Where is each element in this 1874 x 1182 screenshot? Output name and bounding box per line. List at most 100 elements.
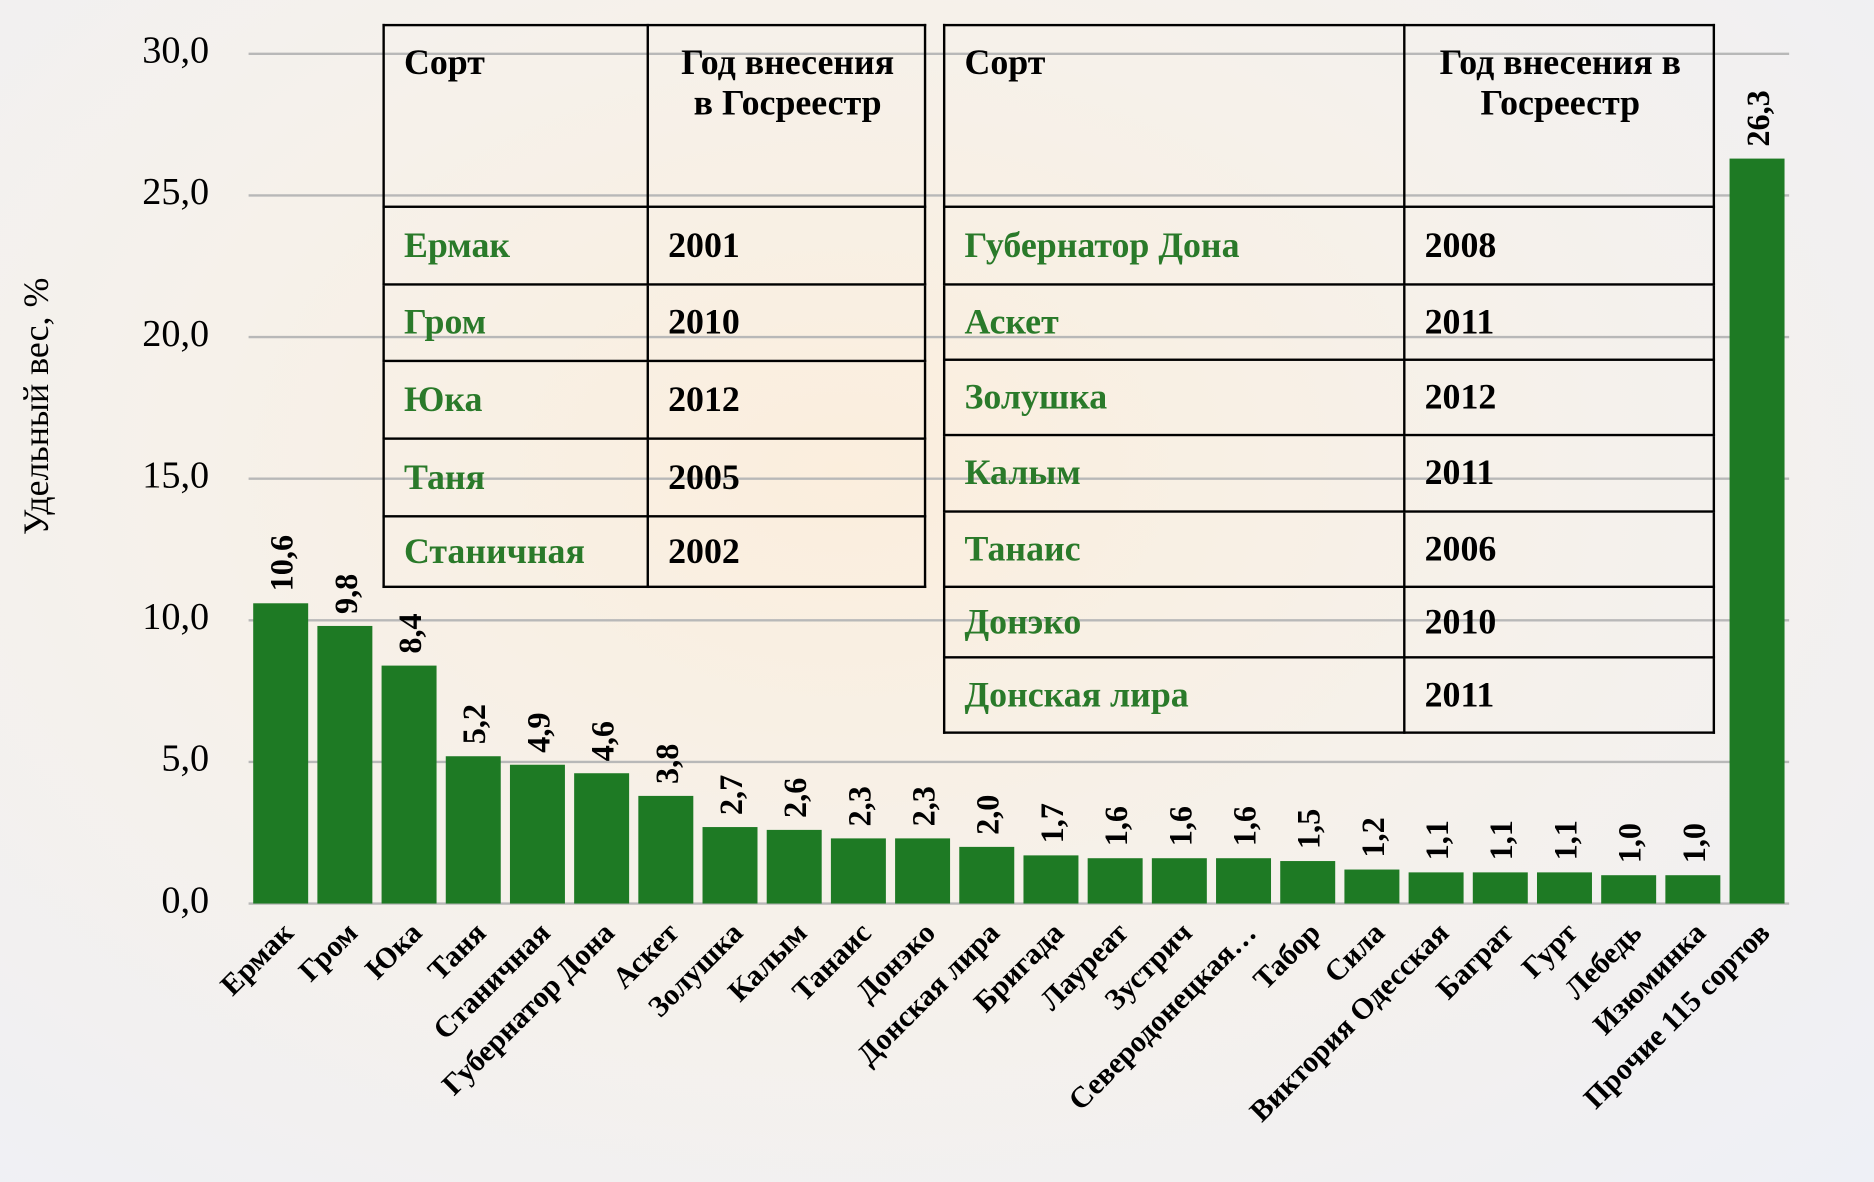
table-cell: Сорт xyxy=(382,23,649,208)
table-row: Донская лира 2011 xyxy=(942,656,1716,734)
bar xyxy=(1344,869,1400,904)
table-cell: 2008 xyxy=(1403,205,1716,286)
value-label: 1,1 xyxy=(1419,820,1455,860)
table-cell: Аскет xyxy=(942,283,1406,361)
table-cell: 2002 xyxy=(646,515,927,589)
bar xyxy=(702,827,758,904)
table-cell: Донская лира xyxy=(942,656,1406,734)
value-label: 1,6 xyxy=(1098,806,1134,846)
bar xyxy=(1408,872,1464,904)
table-row: Гром 2010 xyxy=(382,283,927,363)
bar xyxy=(381,665,437,904)
bar xyxy=(638,795,694,904)
value-label: 3,8 xyxy=(649,744,685,784)
table-row: Золушка 2012 xyxy=(942,358,1716,437)
table-row: Ермак 2001 xyxy=(382,205,927,286)
y-tick-label: 10,0 xyxy=(142,596,209,638)
bar xyxy=(574,773,630,904)
value-label: 1,7 xyxy=(1034,803,1070,843)
bar xyxy=(830,838,886,904)
value-label: 2,0 xyxy=(970,795,1006,835)
value-label: 1,2 xyxy=(1355,817,1391,857)
value-label: 2,3 xyxy=(841,786,877,826)
table-cell: 2012 xyxy=(646,359,927,440)
table-row: Танаис 2006 xyxy=(942,510,1716,589)
y-tick-label: 30,0 xyxy=(142,30,209,72)
table-cell: 2011 xyxy=(1403,433,1716,513)
bar xyxy=(1151,858,1207,904)
value-label: 10,6 xyxy=(264,535,300,591)
table-header: Сорт Год внесения в Госреестр xyxy=(942,23,1716,208)
table-cell: Гром xyxy=(382,283,649,363)
table-cell: Губернатор Дона xyxy=(942,205,1406,286)
value-label: 1,1 xyxy=(1547,820,1583,860)
bar xyxy=(1601,875,1657,904)
table-cell: 2010 xyxy=(646,283,927,363)
value-label: 2,7 xyxy=(713,775,749,815)
bar xyxy=(1280,861,1336,904)
bar xyxy=(766,829,822,904)
bar xyxy=(1023,855,1079,904)
x-tick-label: Гром xyxy=(292,916,364,988)
table-cell: Сорт xyxy=(942,23,1406,208)
bar xyxy=(317,625,373,904)
table-cell: Донэко xyxy=(942,585,1406,659)
value-label: 1,0 xyxy=(1676,823,1712,863)
table-cell: 2011 xyxy=(1403,283,1716,361)
y-tick-label: 15,0 xyxy=(142,454,209,496)
value-label: 26,3 xyxy=(1740,90,1776,146)
table-cell: Калым xyxy=(942,433,1406,513)
table-cell: Юка xyxy=(382,359,649,440)
y-axis-label: Удельный вес, % xyxy=(16,278,56,535)
table-row: Губернатор Дона 2008 xyxy=(942,205,1716,286)
table-cell: 2005 xyxy=(646,437,927,518)
value-label: 1,0 xyxy=(1612,823,1648,863)
x-tick-label: Табор xyxy=(1247,916,1327,996)
table-cell: Год внесения в Госреестр xyxy=(1403,23,1716,208)
y-tick-label: 0,0 xyxy=(161,879,209,921)
value-label: 2,6 xyxy=(777,778,813,818)
table-cell: Золушка xyxy=(942,358,1406,437)
value-label: 2,3 xyxy=(906,786,942,826)
table-cell: Станичная xyxy=(382,515,649,589)
bar xyxy=(445,756,501,904)
table-row: Таня 2005 xyxy=(382,437,927,518)
table-row: Калым 2011 xyxy=(942,433,1716,513)
table-row: Юка 2012 xyxy=(382,359,927,440)
bar xyxy=(1472,872,1528,904)
bar xyxy=(959,846,1015,904)
x-tick-label: Ермак xyxy=(214,916,300,1002)
table-row: Станичная 2002 xyxy=(382,515,927,589)
table-cell: Танаис xyxy=(942,510,1406,589)
bar xyxy=(1536,872,1592,904)
value-label: 1,6 xyxy=(1226,806,1262,846)
x-tick-label: Юка xyxy=(359,916,429,986)
bar xyxy=(1665,875,1721,904)
table-cell: 2012 xyxy=(1403,358,1716,437)
bar xyxy=(509,764,565,904)
table-row: Донэко 2010 xyxy=(942,585,1716,659)
table-cell: Ермак xyxy=(382,205,649,286)
bar xyxy=(1087,858,1143,904)
table-row: Аскет 2011 xyxy=(942,283,1716,361)
bar xyxy=(895,838,951,904)
bar xyxy=(253,603,309,904)
y-tick-label: 25,0 xyxy=(142,171,209,213)
value-label: 8,4 xyxy=(392,613,428,653)
bar xyxy=(1729,158,1785,904)
table-cell: Таня xyxy=(382,437,649,518)
value-label: 4,6 xyxy=(585,721,621,761)
value-label: 9,8 xyxy=(328,574,364,614)
value-label: 5,2 xyxy=(456,704,492,744)
bar xyxy=(1216,858,1272,904)
y-tick-label: 20,0 xyxy=(142,313,209,355)
table: Сорт Год внесения в Госреестр Губернатор Д… xyxy=(942,23,1716,734)
value-label: 1,6 xyxy=(1162,806,1198,846)
table-header: Сорт Год внесения в Госреестр xyxy=(382,23,927,208)
value-label: 4,9 xyxy=(520,712,556,752)
table-cell: 2010 xyxy=(1403,585,1716,659)
table-cell: 2006 xyxy=(1403,510,1716,589)
table-cell: Год внесения в Госреестр xyxy=(646,23,927,208)
table-cell: 2011 xyxy=(1403,656,1716,734)
